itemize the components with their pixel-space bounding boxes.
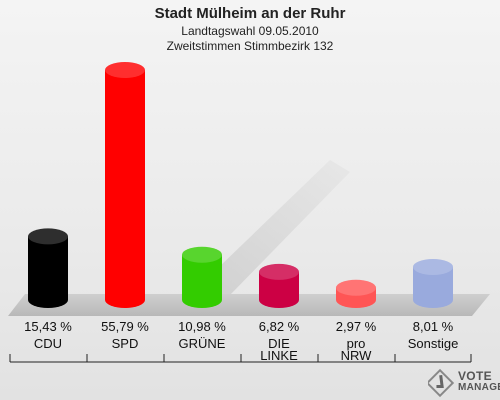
bar-body <box>259 271 299 308</box>
value-label: 8,01 % <box>413 319 454 334</box>
bar-4 <box>259 263 299 308</box>
bar-body <box>28 236 68 308</box>
value-label: 55,79 % <box>101 319 149 334</box>
bar-body <box>413 266 453 308</box>
category-label: NRW <box>341 348 373 363</box>
category-label: Sonstige <box>408 336 459 351</box>
value-label: 10,98 % <box>178 319 226 334</box>
category-label: DIE <box>268 336 290 351</box>
chart-subtitle: Landtagswahl 09.05.2010 <box>181 24 319 38</box>
bar-body <box>105 70 145 308</box>
bar-cap <box>413 258 453 275</box>
category-label: pro <box>347 336 366 351</box>
vote-manager-logo-icon <box>428 368 455 398</box>
category-label: SPD <box>112 336 139 351</box>
bar-2 <box>105 62 145 308</box>
bar-cap <box>28 228 68 245</box>
bar-1 <box>28 228 68 308</box>
x-axis <box>9 354 472 363</box>
background-shadow-shape <box>190 160 350 295</box>
value-label: 2,97 % <box>336 319 377 334</box>
chart-title: Stadt Mülheim an der Ruhr <box>154 5 346 22</box>
logo-text-vote: VOTE <box>458 369 492 383</box>
category-label: LINKE <box>260 348 298 363</box>
bar-5 <box>336 279 376 308</box>
chart-subtitle-2: Zweitstimmen Stimmbezirk 132 <box>166 39 334 53</box>
bar-cap <box>182 246 222 263</box>
bar-cap <box>259 263 299 280</box>
bar-cap <box>105 62 145 78</box>
bar-6 <box>413 258 453 308</box>
value-label: 15,43 % <box>24 319 72 334</box>
bars-layer <box>28 62 453 308</box>
category-label: GRÜNE <box>179 336 226 351</box>
bar-cap <box>336 279 376 296</box>
logo-text-manager: MANAGER <box>458 382 500 393</box>
value-label: 6,82 % <box>259 319 300 334</box>
labels-layer: 15,43 % CDU 55,79 % SPD 10,98 % GRÜNE 6,82 % DI… <box>24 319 458 363</box>
category-label: CDU <box>34 336 62 351</box>
bar-body <box>182 254 222 308</box>
bar-3 <box>182 246 222 308</box>
